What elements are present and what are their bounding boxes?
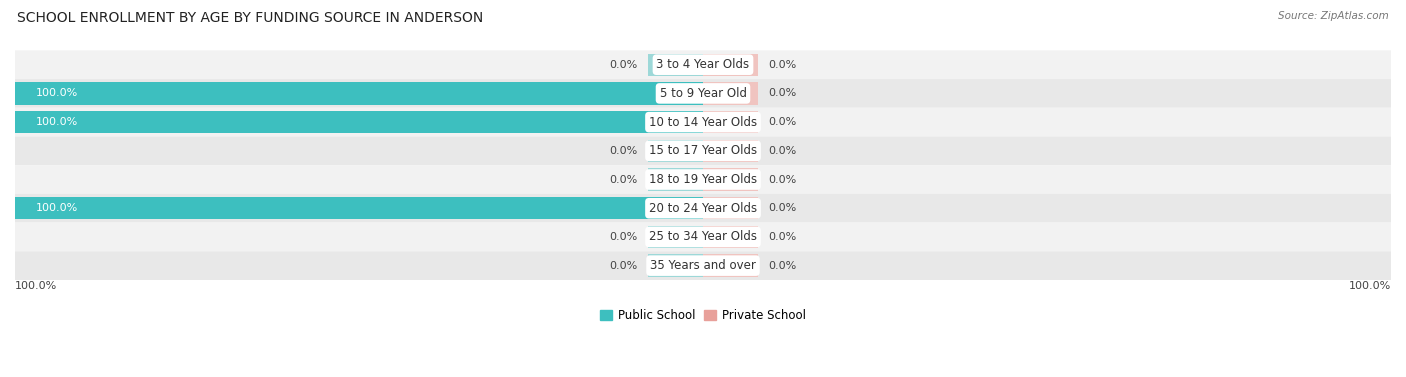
Text: 18 to 19 Year Olds: 18 to 19 Year Olds (650, 173, 756, 186)
Text: 35 Years and over: 35 Years and over (650, 259, 756, 272)
Bar (648, 169, 703, 191)
FancyBboxPatch shape (15, 108, 1391, 136)
FancyBboxPatch shape (15, 194, 1391, 222)
Text: 15 to 17 Year Olds: 15 to 17 Year Olds (650, 144, 756, 157)
Text: 0.0%: 0.0% (768, 89, 797, 98)
Text: 3 to 4 Year Olds: 3 to 4 Year Olds (657, 58, 749, 71)
Bar (15, 82, 703, 104)
FancyBboxPatch shape (15, 165, 1391, 194)
Bar (703, 82, 758, 104)
FancyBboxPatch shape (15, 136, 1391, 165)
Text: 5 to 9 Year Old: 5 to 9 Year Old (659, 87, 747, 100)
FancyBboxPatch shape (15, 51, 1391, 79)
Bar (15, 111, 703, 133)
Bar (703, 169, 758, 191)
FancyBboxPatch shape (15, 79, 1391, 108)
Text: 0.0%: 0.0% (768, 203, 797, 213)
Text: 0.0%: 0.0% (609, 175, 638, 184)
Text: 100.0%: 100.0% (35, 117, 77, 127)
Text: 0.0%: 0.0% (768, 232, 797, 242)
FancyBboxPatch shape (15, 222, 1391, 251)
FancyBboxPatch shape (15, 251, 1391, 280)
Bar (648, 54, 703, 76)
Text: 0.0%: 0.0% (768, 146, 797, 156)
Text: 100.0%: 100.0% (1348, 281, 1391, 291)
Legend: Public School, Private School: Public School, Private School (595, 304, 811, 326)
Text: 20 to 24 Year Olds: 20 to 24 Year Olds (650, 202, 756, 215)
Text: 0.0%: 0.0% (768, 117, 797, 127)
Text: 0.0%: 0.0% (609, 146, 638, 156)
Bar (703, 226, 758, 248)
Bar (15, 197, 703, 219)
Text: 25 to 34 Year Olds: 25 to 34 Year Olds (650, 230, 756, 244)
Text: Source: ZipAtlas.com: Source: ZipAtlas.com (1278, 11, 1389, 21)
Bar (648, 254, 703, 277)
Text: 0.0%: 0.0% (768, 175, 797, 184)
Text: SCHOOL ENROLLMENT BY AGE BY FUNDING SOURCE IN ANDERSON: SCHOOL ENROLLMENT BY AGE BY FUNDING SOUR… (17, 11, 484, 25)
Text: 100.0%: 100.0% (35, 89, 77, 98)
Bar (703, 254, 758, 277)
Bar (703, 54, 758, 76)
Bar (703, 139, 758, 162)
Text: 0.0%: 0.0% (768, 261, 797, 271)
Text: 100.0%: 100.0% (35, 203, 77, 213)
Text: 10 to 14 Year Olds: 10 to 14 Year Olds (650, 116, 756, 129)
Text: 0.0%: 0.0% (609, 232, 638, 242)
Text: 0.0%: 0.0% (609, 60, 638, 70)
Bar (703, 197, 758, 219)
Bar (648, 139, 703, 162)
Bar (703, 111, 758, 133)
Bar (648, 226, 703, 248)
Text: 0.0%: 0.0% (768, 60, 797, 70)
Text: 100.0%: 100.0% (15, 281, 58, 291)
Text: 0.0%: 0.0% (609, 261, 638, 271)
